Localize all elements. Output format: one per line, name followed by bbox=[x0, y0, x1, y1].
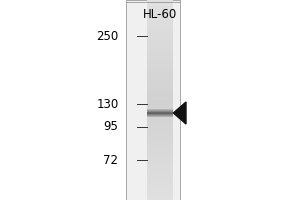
Bar bbox=[147, 133, 172, 137]
Bar bbox=[147, 77, 172, 80]
Bar bbox=[147, 33, 172, 37]
Bar bbox=[147, 10, 172, 13]
Bar bbox=[147, 140, 172, 143]
Bar bbox=[147, 137, 172, 140]
Bar bbox=[147, 113, 172, 114]
Bar bbox=[147, 170, 172, 173]
Bar bbox=[147, 157, 172, 160]
Bar bbox=[147, 120, 172, 123]
Bar bbox=[147, 70, 172, 73]
Bar bbox=[147, 7, 172, 10]
Polygon shape bbox=[173, 102, 186, 124]
Bar bbox=[147, 183, 172, 187]
Bar bbox=[147, 73, 172, 77]
Bar bbox=[147, 57, 172, 60]
Bar bbox=[147, 17, 172, 20]
Bar bbox=[147, 153, 172, 157]
Text: HL-60: HL-60 bbox=[142, 8, 177, 21]
Bar bbox=[147, 197, 172, 200]
Bar bbox=[147, 114, 172, 115]
Bar bbox=[147, 110, 172, 111]
Bar bbox=[147, 163, 172, 167]
Bar bbox=[147, 23, 172, 27]
Bar bbox=[147, 123, 172, 127]
Bar bbox=[147, 127, 172, 130]
Bar bbox=[147, 53, 172, 57]
Bar bbox=[147, 147, 172, 150]
Bar bbox=[147, 27, 172, 30]
Bar bbox=[147, 90, 172, 93]
Bar bbox=[147, 43, 172, 47]
Bar bbox=[147, 190, 172, 193]
Bar bbox=[147, 103, 172, 107]
Bar bbox=[147, 173, 172, 177]
Bar bbox=[147, 30, 172, 33]
Bar bbox=[147, 107, 172, 110]
Bar bbox=[147, 177, 172, 180]
Bar bbox=[147, 110, 172, 113]
Bar bbox=[147, 193, 172, 197]
Text: 72: 72 bbox=[103, 154, 118, 166]
Bar bbox=[147, 20, 172, 23]
Bar bbox=[147, 80, 172, 83]
Bar bbox=[147, 97, 172, 100]
Bar bbox=[147, 50, 172, 53]
Bar bbox=[147, 187, 172, 190]
Bar bbox=[147, 150, 172, 153]
Bar bbox=[147, 93, 172, 97]
Text: 130: 130 bbox=[96, 98, 118, 110]
Bar bbox=[147, 47, 172, 50]
Bar bbox=[147, 63, 172, 67]
Bar bbox=[147, 113, 172, 117]
Bar bbox=[147, 130, 172, 133]
Text: 95: 95 bbox=[103, 120, 118, 134]
Bar bbox=[147, 112, 172, 113]
Bar bbox=[147, 180, 172, 183]
Bar bbox=[147, 109, 172, 110]
Bar bbox=[147, 111, 172, 112]
Bar bbox=[147, 167, 172, 170]
Bar bbox=[147, 67, 172, 70]
Bar bbox=[147, 13, 172, 17]
Bar bbox=[147, 3, 172, 7]
Bar bbox=[147, 115, 172, 116]
Bar bbox=[147, 83, 172, 87]
Bar bbox=[147, 0, 172, 3]
Bar bbox=[147, 116, 172, 117]
Bar bbox=[147, 37, 172, 40]
Bar bbox=[147, 100, 172, 103]
Bar bbox=[147, 143, 172, 147]
Bar bbox=[147, 117, 172, 120]
Bar bbox=[147, 87, 172, 90]
Bar bbox=[126, 0, 180, 200]
Text: 250: 250 bbox=[96, 29, 118, 43]
Bar bbox=[147, 160, 172, 163]
Bar bbox=[147, 60, 172, 63]
Bar bbox=[147, 40, 172, 43]
